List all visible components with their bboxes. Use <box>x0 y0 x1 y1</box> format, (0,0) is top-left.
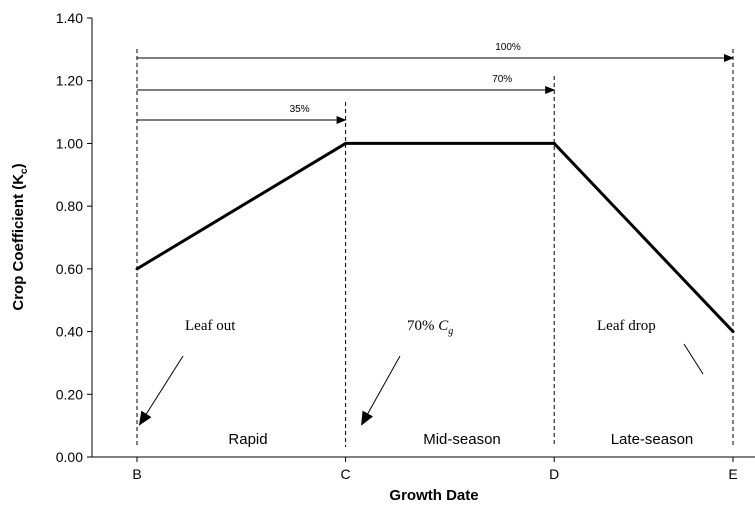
y-tick-label: 1.20 <box>56 73 83 89</box>
percent-arrow-label: 35% <box>290 104 310 115</box>
series-point <box>552 141 556 145</box>
stage-label-mid-season: Mid-season <box>423 431 501 448</box>
stage-dividers <box>136 49 734 447</box>
x-tick-label: C <box>341 466 351 482</box>
annotation-leaf-out: Leaf out <box>185 318 236 334</box>
y-tick-label: 0.40 <box>56 324 83 340</box>
percent-arrow-label: 70% <box>492 74 512 85</box>
annotation-leaf-drop: Leaf drop <box>597 318 656 334</box>
leaf-out-arrow <box>138 355 184 426</box>
y-tick-label: 0.00 <box>56 449 83 465</box>
y-ticks: 0.00 0.20 0.40 0.60 0.80 1.00 1.20 1.40 <box>56 10 92 465</box>
stage-label-rapid: Rapid <box>228 431 267 448</box>
percent-arrow-label: 100% <box>495 42 521 53</box>
series-line <box>136 141 735 333</box>
series-point <box>344 141 348 145</box>
leaf-drop-mark <box>683 343 704 375</box>
x-tick-label: B <box>132 466 141 482</box>
x-tick-label: E <box>728 466 737 482</box>
percent-arrows: 35% 70% 100% <box>137 42 734 124</box>
cg-arrow <box>361 355 401 426</box>
x-axis-title: Growth Date <box>389 487 478 504</box>
series-layer <box>135 141 735 334</box>
y-tick-label: 1.00 <box>56 135 83 151</box>
y-axis-title: Crop Coefficient (Kc) <box>10 163 30 310</box>
x-tick-label: D <box>549 466 559 482</box>
y-tick-label: 1.40 <box>56 10 83 26</box>
x-ticks: B C D E <box>132 457 738 482</box>
annotation-cg: 70% Cg <box>407 318 453 337</box>
y-tick-label: 0.60 <box>56 261 83 277</box>
y-tick-label: 0.20 <box>56 386 83 402</box>
y-tick-label: 0.80 <box>56 198 83 214</box>
series-point <box>135 267 139 271</box>
stage-label-late-season: Late-season <box>611 431 694 448</box>
series-point <box>731 330 735 334</box>
